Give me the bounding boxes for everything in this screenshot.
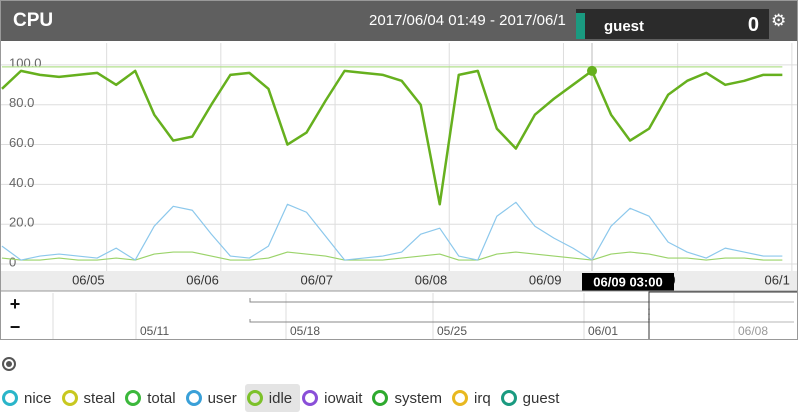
legend-icon (125, 390, 142, 406)
zoom-out[interactable]: − (10, 317, 21, 337)
hover-point (587, 65, 598, 76)
navigator-overview (249, 319, 794, 323)
legend-item[interactable]: system (370, 384, 450, 412)
zoom-in[interactable]: + (10, 294, 21, 314)
y-tick-label: 0 (9, 254, 16, 269)
legend-item[interactable]: user (184, 384, 245, 412)
legend-label: steal (83, 389, 116, 407)
x-tick-label: 06/1 (765, 272, 790, 287)
tooltip-value: 0 (747, 14, 759, 36)
legend-icon (2, 390, 18, 406)
legend-item[interactable]: nice (0, 384, 60, 412)
legend-icon (302, 390, 319, 406)
x-tick-label: 06/07 (300, 272, 333, 287)
legend-label: guest (522, 389, 560, 407)
navigator-tick-label: 05/11 (140, 324, 169, 338)
tooltip: guest 0 (576, 9, 769, 39)
navigator-tick-label: 05/18 (290, 324, 320, 338)
legend-item[interactable]: idle (244, 384, 301, 412)
legend: nice steal total user idle iowait system irq gue… (0, 384, 567, 412)
series-line (1, 201, 783, 261)
legend-item[interactable]: irq (450, 384, 499, 412)
navigator-tick-label: 05/25 (437, 324, 467, 338)
crosshair-label: 06/09 03:00 (593, 274, 662, 289)
chart: 06/0506/0606/0706/0806/0906/1006/1020.04… (1, 41, 798, 340)
legend-label: system (394, 389, 442, 407)
legend-label: idle (268, 389, 293, 407)
legend-icon (372, 390, 389, 406)
navigator-tick-label: 06/01 (588, 324, 618, 338)
x-tick-label: 06/06 (186, 272, 219, 287)
tooltip-swatch (576, 13, 585, 39)
navigator-handle: ⋮ (642, 306, 656, 322)
radio-button[interactable] (2, 357, 16, 371)
legend-item[interactable]: total (123, 384, 183, 412)
settings-icon[interactable]: ⚙ (771, 11, 787, 30)
y-tick-label: 100.0 (9, 55, 42, 70)
series-line (1, 251, 783, 261)
series-line (1, 69, 783, 206)
tooltip-name: guest (604, 18, 645, 35)
legend-label: nice (24, 389, 52, 407)
legend-item[interactable]: iowait (300, 384, 370, 412)
legend-icon (246, 390, 263, 406)
legend-label: total (147, 389, 176, 407)
cpu-panel: 06/0506/0606/0706/0806/0906/1006/1020.04… (0, 0, 798, 340)
legend-label: user (207, 389, 237, 407)
x-tick-label: 06/05 (72, 272, 105, 287)
x-tick-label: 06/09 (529, 272, 562, 287)
y-tick-label: 20.0 (9, 215, 34, 230)
legend-label: irq (474, 389, 491, 407)
x-axis-band (1, 271, 797, 291)
y-tick-label: 80.0 (9, 95, 34, 110)
navigator-tick-label: 06/08 (738, 324, 768, 338)
y-tick-label: 40.0 (9, 175, 34, 190)
navigator-window[interactable] (648, 291, 798, 340)
navigator-overview (249, 298, 794, 303)
legend-icon (452, 390, 468, 406)
crosshair-label-bg (582, 273, 675, 291)
y-tick-label: 60.0 (9, 135, 34, 150)
header: CPU 2017/06/04 01:49 - 2017/06/1 guest 0… (1, 1, 797, 41)
legend-icon (61, 390, 78, 406)
legend-icon (185, 390, 202, 406)
legend-item[interactable]: guest (499, 384, 568, 412)
time-range: 2017/06/04 01:49 - 2017/06/1 (369, 12, 566, 29)
legend-item[interactable]: steal (60, 384, 124, 412)
legend-icon (500, 390, 517, 406)
title: CPU (13, 10, 54, 31)
legend-label: iowait (324, 389, 363, 407)
x-tick-label: 06/08 (415, 272, 448, 287)
plot-background (1, 41, 797, 273)
